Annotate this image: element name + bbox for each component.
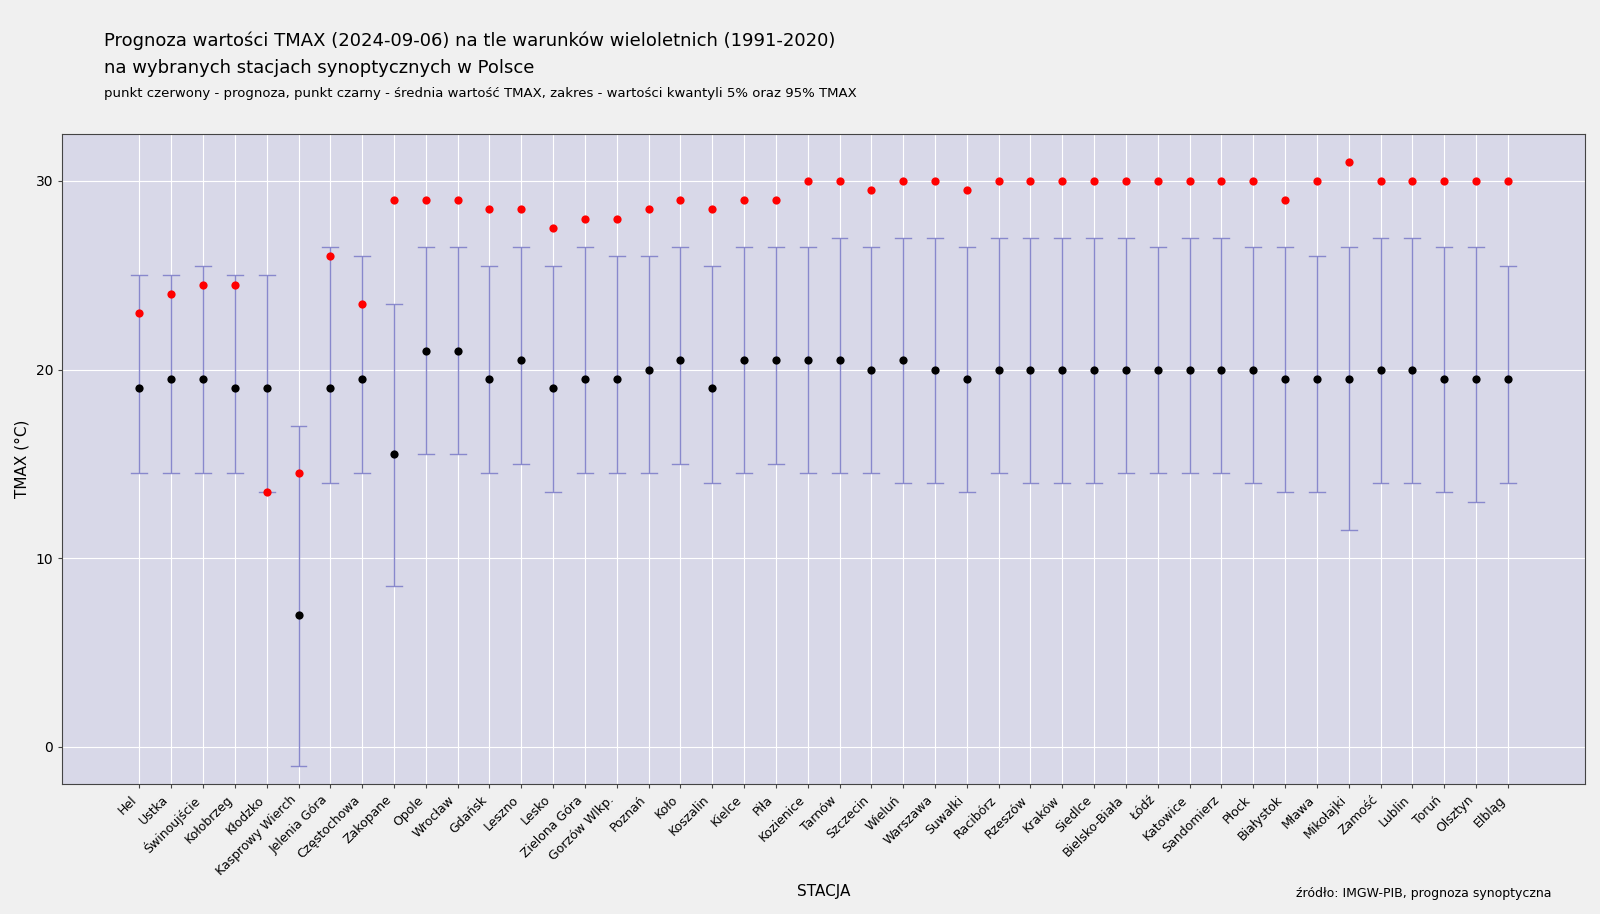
Point — [126, 305, 152, 320]
Point — [859, 183, 885, 197]
Point — [1208, 174, 1234, 188]
Point — [286, 466, 312, 481]
Point — [731, 353, 757, 367]
Point — [509, 353, 534, 367]
Point — [859, 362, 885, 377]
Point — [1050, 174, 1075, 188]
Point — [541, 221, 566, 236]
Point — [667, 353, 693, 367]
X-axis label: STACJA: STACJA — [797, 884, 850, 899]
Point — [317, 250, 342, 264]
Point — [1082, 174, 1107, 188]
Point — [1336, 154, 1362, 169]
Point — [222, 381, 248, 396]
Point — [413, 344, 438, 358]
Point — [445, 344, 470, 358]
Point — [1272, 372, 1298, 387]
Point — [413, 193, 438, 207]
Point — [1400, 174, 1426, 188]
Point — [1114, 362, 1139, 377]
Text: na wybranych stacjach synoptycznych w Polsce: na wybranych stacjach synoptycznych w Po… — [104, 59, 534, 78]
Point — [381, 447, 406, 462]
Point — [1272, 193, 1298, 207]
Text: źródło: IMGW-PIB, prognoza synoptyczna: źródło: IMGW-PIB, prognoza synoptyczna — [1296, 887, 1552, 900]
Point — [1050, 362, 1075, 377]
Point — [1400, 362, 1426, 377]
Point — [1336, 372, 1362, 387]
Point — [349, 372, 374, 387]
Point — [445, 193, 470, 207]
Point — [1368, 174, 1394, 188]
Point — [1240, 362, 1266, 377]
Point — [954, 372, 979, 387]
Point — [349, 296, 374, 311]
Point — [477, 372, 502, 387]
Point — [890, 174, 915, 188]
Point — [317, 381, 342, 396]
Point — [922, 362, 947, 377]
Point — [763, 353, 789, 367]
Point — [1176, 174, 1202, 188]
Point — [1146, 362, 1171, 377]
Point — [573, 372, 598, 387]
Point — [986, 174, 1011, 188]
Point — [699, 202, 725, 217]
Text: Prognoza wartości TMAX (2024-09-06) na tle warunków wieloletnich (1991-2020): Prognoza wartości TMAX (2024-09-06) na t… — [104, 32, 835, 50]
Point — [827, 353, 853, 367]
Point — [1368, 362, 1394, 377]
Point — [763, 193, 789, 207]
Point — [190, 277, 216, 292]
Point — [795, 174, 821, 188]
Point — [477, 202, 502, 217]
Point — [190, 372, 216, 387]
Text: punkt czerwony - prognoza, punkt czarny - średnia wartość TMAX, zakres - wartośc: punkt czerwony - prognoza, punkt czarny … — [104, 87, 856, 100]
Point — [603, 211, 629, 226]
Point — [1176, 362, 1202, 377]
Point — [509, 202, 534, 217]
Point — [1304, 372, 1330, 387]
Point — [1432, 372, 1458, 387]
Point — [1018, 362, 1043, 377]
Point — [635, 362, 661, 377]
Point — [254, 484, 280, 499]
Point — [1114, 174, 1139, 188]
Point — [1494, 372, 1520, 387]
Point — [635, 202, 661, 217]
Point — [1146, 174, 1171, 188]
Point — [158, 372, 184, 387]
Point — [573, 211, 598, 226]
Point — [795, 353, 821, 367]
Point — [1494, 174, 1520, 188]
Y-axis label: TMAX (°C): TMAX (°C) — [14, 420, 30, 498]
Point — [1304, 174, 1330, 188]
Point — [1240, 174, 1266, 188]
Point — [827, 174, 853, 188]
Point — [731, 193, 757, 207]
Point — [603, 372, 629, 387]
Point — [1208, 362, 1234, 377]
Point — [1082, 362, 1107, 377]
Point — [699, 381, 725, 396]
Point — [1432, 174, 1458, 188]
Point — [381, 193, 406, 207]
Point — [986, 362, 1011, 377]
Point — [890, 353, 915, 367]
Point — [254, 381, 280, 396]
Point — [1464, 372, 1490, 387]
Point — [126, 381, 152, 396]
Point — [1464, 174, 1490, 188]
Point — [954, 183, 979, 197]
Point — [922, 174, 947, 188]
Point — [222, 277, 248, 292]
Point — [286, 608, 312, 622]
Point — [1018, 174, 1043, 188]
Point — [541, 381, 566, 396]
Point — [667, 193, 693, 207]
Point — [158, 287, 184, 302]
